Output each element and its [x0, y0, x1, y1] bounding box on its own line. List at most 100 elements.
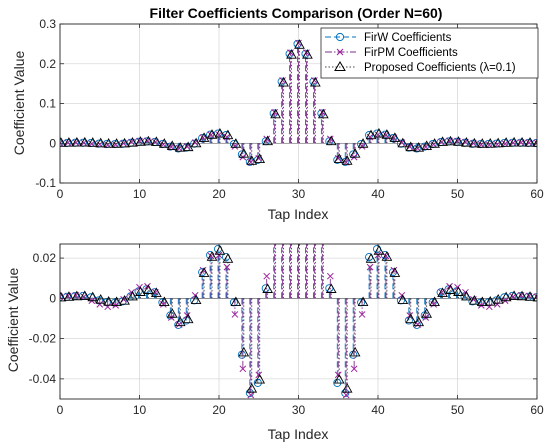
top-proposed-marker — [95, 137, 107, 148]
bottom-proposed-marker — [190, 294, 202, 305]
bottom-proposed-marker — [143, 284, 154, 294]
top-firw-marker — [333, 155, 342, 164]
top-firpm-marker — [167, 143, 175, 151]
bottom-x-tick-label: 10 — [133, 403, 147, 417]
top-proposed-marker — [373, 127, 385, 138]
bottom-proposed-marker — [349, 346, 361, 357]
top-firpm-marker — [207, 131, 215, 139]
bottom-proposed-marker — [333, 373, 345, 384]
top-x-tick-label: 30 — [292, 187, 306, 201]
bottom-firpm-marker — [263, 272, 271, 280]
top-firpm-marker — [152, 138, 159, 146]
bottom-proposed-marker — [71, 290, 83, 301]
top-proposed-marker — [317, 108, 329, 119]
top-firw-marker — [404, 143, 413, 152]
top-proposed-marker — [190, 137, 202, 148]
bottom-proposed-marker — [127, 290, 138, 301]
legend-entry-proposed: Proposed Coefficients (λ=0.1) — [325, 61, 516, 74]
top-proposed-marker — [421, 140, 433, 151]
top-firpm-marker — [112, 141, 120, 148]
top-proposed-marker — [150, 136, 162, 146]
bottom-proposed-marker — [500, 291, 512, 302]
bottom-proposed-marker — [63, 291, 75, 301]
bottom-firpm-marker — [342, 391, 350, 399]
top-firw-marker — [94, 139, 103, 148]
bottom-proposed-marker — [508, 290, 520, 300]
bottom-proposed-marker — [357, 296, 369, 307]
bottom-proposed-marker — [389, 267, 401, 277]
top-proposed-marker — [214, 127, 226, 138]
bottom-x-tick-label: 30 — [292, 403, 306, 417]
top-firw-marker — [102, 139, 111, 149]
top-y-axis-label: Coefficient Value — [11, 51, 27, 156]
top-firpm-marker — [80, 139, 88, 147]
bottom-stems — [60, 244, 537, 399]
bottom-proposed-marker — [87, 291, 99, 302]
bottom-firpm-marker — [80, 293, 88, 301]
bottom-proposed-marker — [238, 346, 250, 357]
top-proposed-marker — [445, 135, 456, 146]
bottom-proposed-marker — [365, 253, 377, 263]
bottom-proposed-marker — [135, 286, 146, 296]
bottom-firpm-marker — [374, 251, 382, 259]
bottom-proposed-marker — [373, 245, 385, 255]
top-proposed-marker — [174, 142, 186, 152]
bottom-series-proposed — [60, 244, 537, 393]
bottom-proposed-marker — [413, 316, 425, 327]
top-proposed-marker — [119, 137, 130, 148]
top-firpm-marker — [533, 139, 537, 147]
top-y-tick-label: 0.2 — [39, 57, 56, 71]
bottom-firw-marker — [150, 288, 159, 297]
top-axes: Filter Coefficients Comparison (Order N=… — [11, 5, 544, 222]
top-firpm-marker — [88, 140, 96, 148]
bottom-proposed-marker — [119, 295, 130, 305]
top-proposed-marker — [389, 132, 401, 142]
top-proposed-marker — [286, 49, 297, 59]
top-proposed-marker — [516, 136, 528, 147]
top-firw-marker — [468, 139, 477, 148]
bottom-proposed-marker — [166, 308, 178, 318]
top-proposed-marker — [397, 137, 409, 148]
top-proposed-marker — [143, 135, 154, 146]
bottom-proposed-marker — [79, 290, 91, 300]
top-proposed-marker — [405, 141, 417, 152]
top-firpm-marker — [430, 141, 438, 148]
top-series-proposed — [60, 39, 537, 165]
top-proposed-marker — [135, 136, 146, 146]
bottom-firpm-marker — [366, 263, 374, 271]
top-y-tick-labels: -0.1 0 0.1 0.2 0.3 — [35, 17, 56, 190]
bottom-firw-marker — [261, 284, 270, 293]
top-proposed-marker — [262, 135, 274, 146]
bottom-firpm-marker — [350, 365, 358, 373]
top-x-axis-label: Tap Index — [268, 206, 329, 222]
top-proposed-marker — [246, 155, 258, 165]
top-proposed-marker — [333, 153, 345, 163]
top-proposed-marker — [294, 39, 305, 49]
bottom-proposed-marker — [468, 295, 480, 305]
top-proposed-marker — [476, 138, 488, 148]
legend-firw-label: FirW Coefficients — [364, 32, 452, 44]
bottom-firw-marker — [60, 293, 64, 302]
bottom-proposed-marker — [524, 291, 536, 301]
top-proposed-marker — [254, 153, 266, 163]
top-proposed-marker — [238, 148, 250, 158]
legend: FirW Coefficients FirPM Coefficients Pro… — [320, 27, 539, 79]
bottom-proposed-marker — [461, 290, 472, 301]
bottom-proposed-marker — [437, 287, 448, 297]
top-proposed-marker — [325, 135, 337, 146]
top-frame-rect — [59, 23, 538, 184]
top-proposed-marker — [79, 136, 91, 147]
bottom-proposed-marker — [214, 245, 226, 255]
top-firpm-marker — [60, 139, 64, 147]
bottom-firw-marker — [325, 284, 334, 293]
top-x-tick-label: 50 — [451, 187, 465, 201]
bottom-proposed-marker — [198, 267, 210, 277]
bottom-proposed-marker — [429, 296, 440, 307]
legend-proposed-label: Proposed Coefficients (λ=0.1) — [364, 62, 516, 74]
top-proposed-marker — [198, 132, 210, 142]
bottom-x-tick-label: 50 — [451, 403, 465, 417]
bottom-proposed-marker — [532, 293, 537, 302]
bottom-proposed-marker — [492, 294, 504, 304]
bottom-proposed-marker — [111, 296, 122, 307]
